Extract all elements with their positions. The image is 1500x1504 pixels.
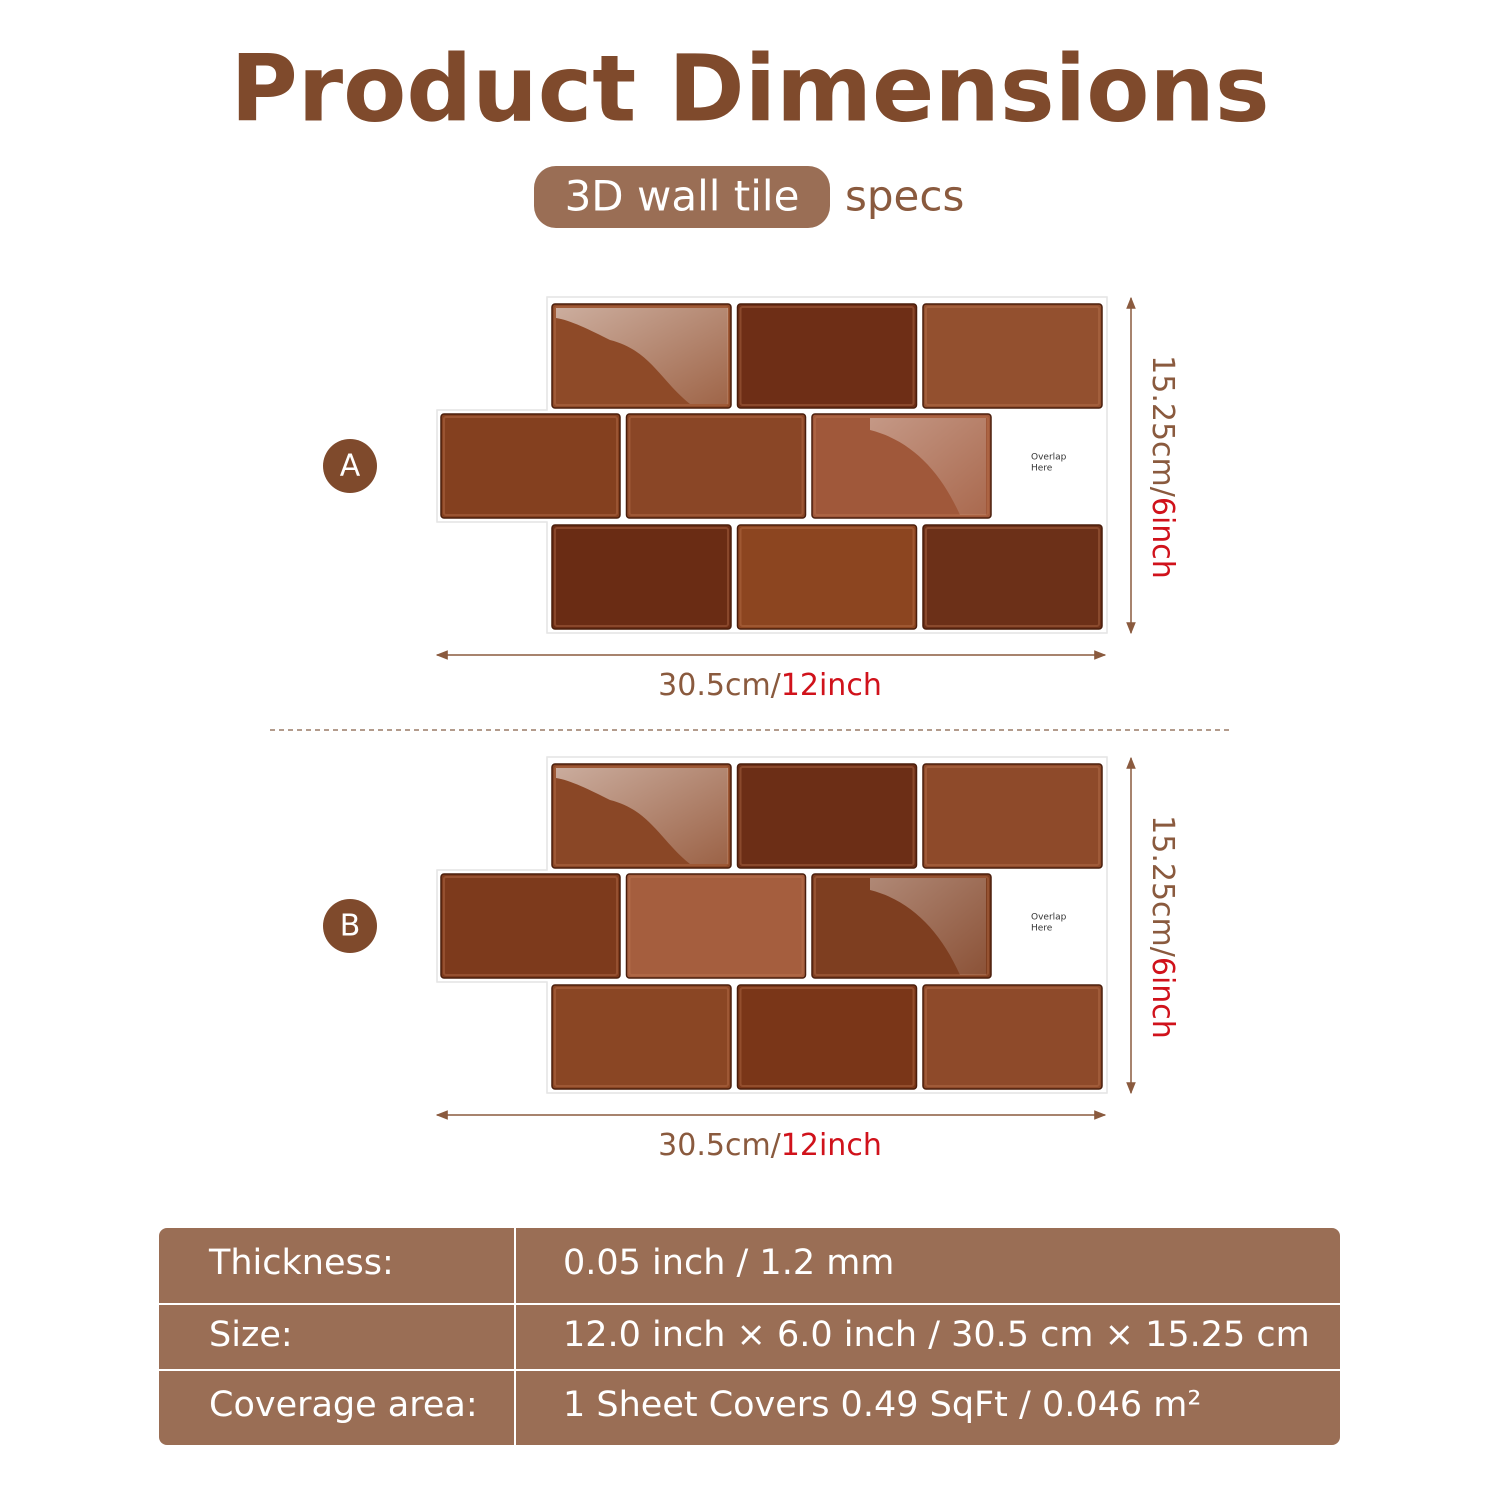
tile-shade — [554, 527, 729, 627]
tile — [922, 524, 1103, 630]
tile-shade — [814, 876, 989, 976]
title: Product Dimensions — [230, 35, 1269, 142]
width-imperial: 12inch — [781, 1128, 882, 1163]
panel-label: B — [340, 909, 361, 944]
height-metric: 15.25cm/ — [1146, 355, 1181, 498]
spec-table: Thickness: 0.05 inch / 1.2 mm Size: 12.0 in… — [159, 1228, 1340, 1445]
tile-shade — [443, 876, 618, 976]
tile-shade — [814, 416, 989, 516]
tile — [922, 303, 1103, 409]
overlap-text: Here — [1031, 464, 1053, 474]
gloss — [556, 308, 728, 404]
spec-value: 0.05 inch / 1.2 mm — [563, 1243, 894, 1283]
width-label: 30.5cm/12inch — [658, 1128, 882, 1163]
tile — [736, 303, 918, 409]
badge-bg — [534, 166, 830, 228]
tile-shade — [628, 416, 804, 516]
width-metric: 30.5cm/ — [658, 1128, 782, 1163]
tile-shade — [925, 527, 1100, 627]
height-metric: 15.25cm/ — [1146, 815, 1181, 958]
tile-shade — [925, 766, 1100, 866]
panel-label: A — [340, 449, 361, 484]
tile-shade — [925, 306, 1100, 406]
tile-shade — [739, 306, 915, 406]
tile — [625, 413, 807, 519]
tile — [922, 763, 1103, 869]
tile — [736, 763, 918, 869]
overlap-text: Overlap — [1031, 453, 1067, 463]
spec-label: Thickness: — [208, 1243, 394, 1283]
width-label: 30.5cm/12inch — [658, 668, 882, 703]
tile-shade — [739, 987, 915, 1087]
label-circle — [323, 899, 377, 953]
tile-shade — [925, 987, 1100, 1087]
tile — [625, 873, 807, 979]
tile-shade — [739, 766, 915, 866]
height-label: 15.25cm/6inch — [1146, 815, 1181, 1039]
gloss — [556, 768, 728, 864]
spec-value: 1 Sheet Covers 0.49 SqFt / 0.046 m² — [563, 1385, 1201, 1425]
tile-shade — [554, 987, 729, 1087]
gloss — [870, 418, 986, 515]
tile — [551, 524, 732, 630]
tile-shade — [628, 876, 804, 976]
overlap-text: Here — [1031, 924, 1053, 934]
height-label: 15.25cm/6inch — [1146, 355, 1181, 579]
tile — [440, 413, 621, 519]
tile — [551, 984, 732, 1090]
width-imperial: 12inch — [781, 668, 882, 703]
spec-label: Size: — [209, 1315, 293, 1355]
overlap-text: Overlap — [1031, 913, 1067, 923]
tile — [736, 524, 918, 630]
subtitle: specs — [845, 172, 964, 221]
height-imperial: 6inch — [1146, 957, 1181, 1039]
spec-label: Coverage area: — [209, 1385, 478, 1425]
tile — [440, 873, 621, 979]
badge: 3D wall tile — [565, 172, 800, 221]
height-imperial: 6inch — [1146, 497, 1181, 579]
table-bg — [159, 1228, 1340, 1445]
label-circle — [323, 439, 377, 493]
width-metric: 30.5cm/ — [658, 668, 782, 703]
gloss — [870, 878, 986, 975]
tile — [736, 984, 918, 1090]
tile-shade — [443, 416, 618, 516]
spec-value: 12.0 inch × 6.0 inch / 30.5 cm × 15.25 c… — [563, 1315, 1310, 1355]
tile-shade — [739, 527, 915, 627]
tile — [922, 984, 1103, 1090]
